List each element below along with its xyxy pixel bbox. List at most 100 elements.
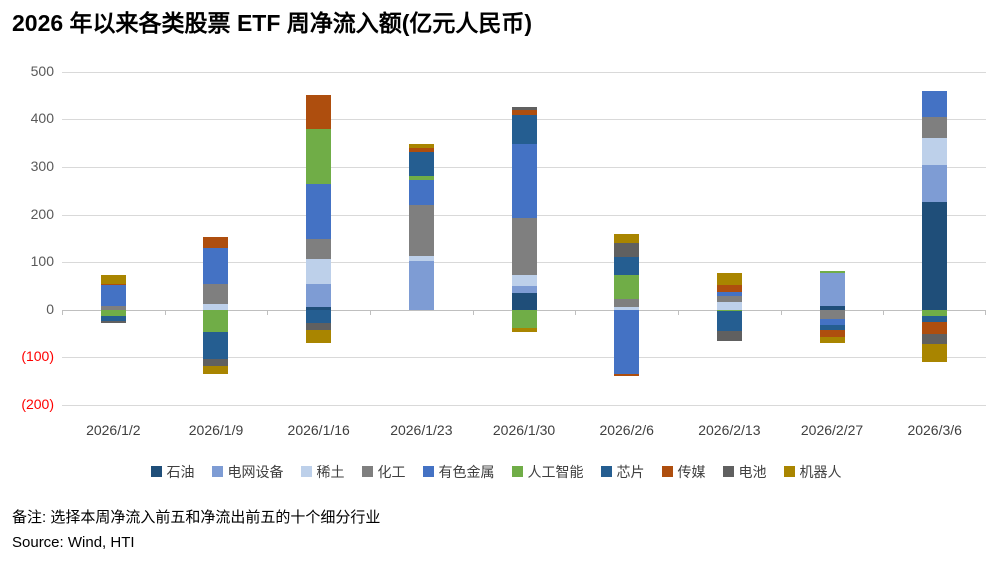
bar-segment [100, 275, 126, 284]
legend-item: 稀土 [300, 462, 345, 482]
bar-segment [716, 309, 742, 312]
bar-segment [922, 202, 948, 310]
bar-segment [408, 151, 434, 176]
bar-segment [922, 333, 948, 344]
y-axis-tick-label: 200 [30, 205, 54, 222]
bar-segment [511, 286, 537, 294]
bar-segment [100, 285, 126, 307]
bar-segment [614, 307, 640, 310]
legend-item: 电网设备 [211, 462, 284, 482]
source-line: Source: Wind, HTI [12, 533, 135, 551]
bar-segment [306, 284, 332, 308]
y-axis-tick-label: (200) [21, 395, 54, 412]
bar-segment [203, 284, 229, 304]
plot-area [62, 49, 986, 414]
x-axis-label: 2026/1/16 [287, 421, 350, 438]
bar-segment [511, 109, 537, 115]
x-axis-label: 2026/2/13 [698, 421, 761, 438]
x-axis-tick [267, 309, 269, 315]
bar-segment [511, 114, 537, 145]
bar-segment [100, 306, 126, 310]
bar-segment [408, 179, 434, 206]
chart-footer: 备注: 选择本周净流入前五和净流出前五的十个细分行业 Source: Wind,… [12, 506, 992, 551]
stacked-bar-chart: 500 400 300 200 100 0 (100) (200) 2026/1/2 2026/… [8, 49, 986, 438]
bar-segment [614, 373, 640, 377]
gridline [62, 404, 986, 406]
y-axis-tick-label: 0 [46, 300, 54, 317]
legend-swatch-icon [150, 466, 162, 478]
bar-segment [306, 183, 332, 239]
legend-swatch-icon [722, 466, 734, 478]
bar-segment [203, 309, 229, 332]
bar-segment [511, 293, 537, 310]
legend-label: 芯片 [616, 463, 645, 480]
legend-swatch-icon [300, 466, 312, 478]
x-axis-tick [677, 309, 679, 315]
bar-segment [203, 331, 229, 360]
x-axis-label: 2026/3/6 [907, 421, 962, 438]
legend-label: 电池 [738, 463, 767, 480]
bar-segment [203, 303, 229, 310]
legend-label: 有色金属 [438, 463, 495, 480]
legend-item: 有色金属 [422, 462, 495, 482]
bar-segment [306, 238, 332, 259]
bar-segment [100, 321, 126, 324]
bar-segment [511, 328, 537, 332]
y-axis-tick-label: 500 [30, 62, 54, 79]
bar-segment [306, 307, 332, 310]
gridline [62, 357, 986, 359]
x-axis-label: 2026/1/23 [390, 421, 453, 438]
bar-segment [716, 331, 742, 341]
bar-segment [922, 343, 948, 363]
gridline [62, 71, 986, 73]
bar-segment [614, 243, 640, 258]
bar-segment [306, 94, 332, 130]
bar-segment [922, 309, 948, 317]
bar-segment [614, 309, 640, 374]
y-axis-tick-label: 300 [30, 158, 54, 175]
bar-segment [614, 299, 640, 308]
bar-segment [819, 330, 845, 338]
x-axis: 2026/1/2 2026/1/9 2026/1/16 2026/1/23 2026/1… [62, 422, 986, 438]
bar-segment [614, 257, 640, 276]
x-axis-label: 2026/1/30 [492, 421, 556, 438]
bar-segment [819, 324, 845, 331]
bar-segment [203, 237, 229, 248]
bar-segment [306, 323, 332, 330]
y-axis: 500 400 300 200 100 0 (100) (200) [8, 49, 62, 414]
bar-segment [306, 258, 332, 285]
page-title: 2026 年以来各类股票 ETF 周净流入额(亿元人民币) [12, 10, 533, 36]
chart-legend: 石油 电网设备 稀土 化工 有色金属 人工智能 芯片 传媒 电池 机器人 [0, 462, 992, 482]
legend-label: 稀土 [316, 463, 345, 480]
legend-item: 传媒 [661, 462, 706, 482]
legend-swatch-icon [511, 466, 523, 478]
bar-segment [408, 143, 434, 148]
bar-segment [306, 309, 332, 324]
legend-label: 传媒 [677, 463, 706, 480]
x-axis-tick [369, 309, 371, 315]
x-axis-tick [472, 309, 474, 315]
bar-segment [100, 309, 126, 317]
bar-segment [100, 316, 126, 322]
bar-segment [922, 316, 948, 323]
bar-segment [511, 144, 537, 218]
bar-segment [716, 311, 742, 332]
bar-segment [819, 272, 845, 306]
y-axis-tick-label: 400 [30, 110, 54, 127]
bar-segment [922, 117, 948, 139]
x-axis-tick [62, 309, 63, 315]
bar-segment [716, 285, 742, 293]
x-axis-tick [985, 309, 986, 315]
legend-label: 机器人 [799, 463, 842, 480]
bar-segment [203, 359, 229, 366]
bar-segment [716, 302, 742, 310]
legend-item: 芯片 [600, 462, 645, 482]
legend-swatch-icon [422, 466, 434, 478]
bar-segment [819, 305, 845, 310]
x-axis-tick [575, 309, 577, 315]
bar-segment [511, 217, 537, 275]
legend-item: 化工 [361, 462, 406, 482]
bar-segment [408, 255, 434, 262]
x-axis-tick [164, 309, 166, 315]
legend-label: 电网设备 [227, 463, 284, 480]
